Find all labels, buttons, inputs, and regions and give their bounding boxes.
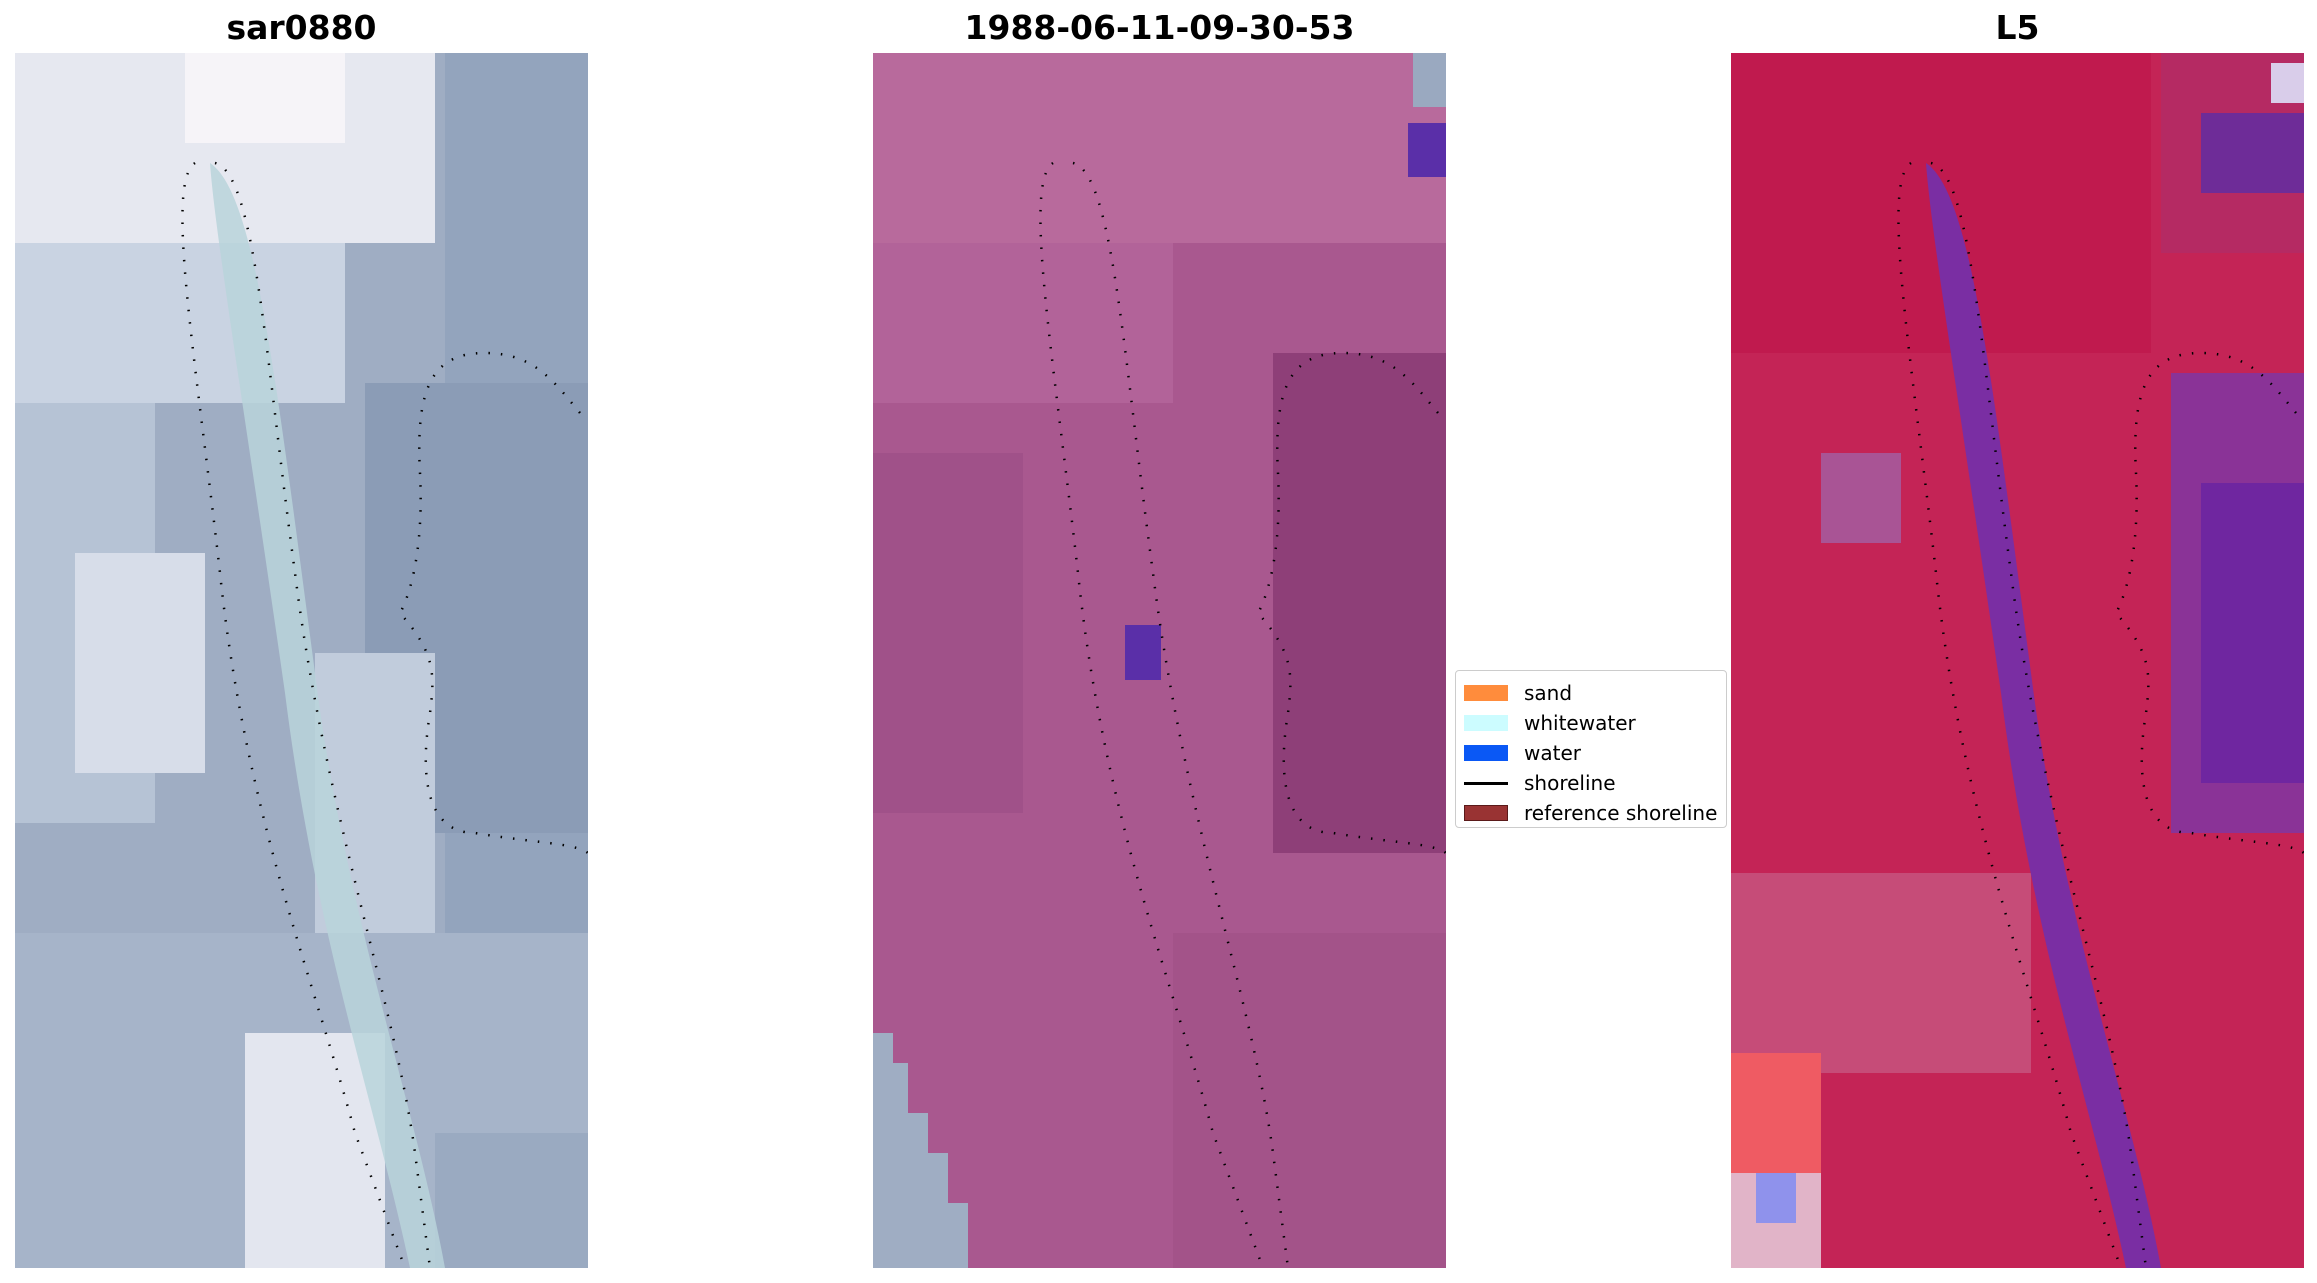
legend-swatch-reference-shoreline: [1464, 805, 1508, 821]
panel-title-rgb: sar0880: [226, 8, 377, 47]
panel-title-index: L5: [1995, 8, 2040, 47]
legend-swatch-sand: [1464, 685, 1508, 701]
legend-item-whitewater: whitewater: [1464, 709, 1636, 737]
legend: sand whitewater water shoreline referenc…: [1455, 670, 1727, 828]
classification-image: [873, 53, 1446, 1268]
legend-swatch-whitewater: [1464, 715, 1508, 731]
legend-item-water: water: [1464, 739, 1581, 767]
rgb-image: [15, 53, 588, 1268]
legend-line-shoreline: [1464, 781, 1508, 785]
legend-item-shoreline: shoreline: [1464, 769, 1616, 797]
legend-item-reference-shoreline: reference shoreline: [1464, 799, 1717, 827]
legend-item-sand: sand: [1464, 679, 1572, 707]
panel-title-date: 1988-06-11-09-30-53: [964, 8, 1355, 47]
index-image: [1731, 53, 2304, 1268]
legend-swatch-water: [1464, 745, 1508, 761]
